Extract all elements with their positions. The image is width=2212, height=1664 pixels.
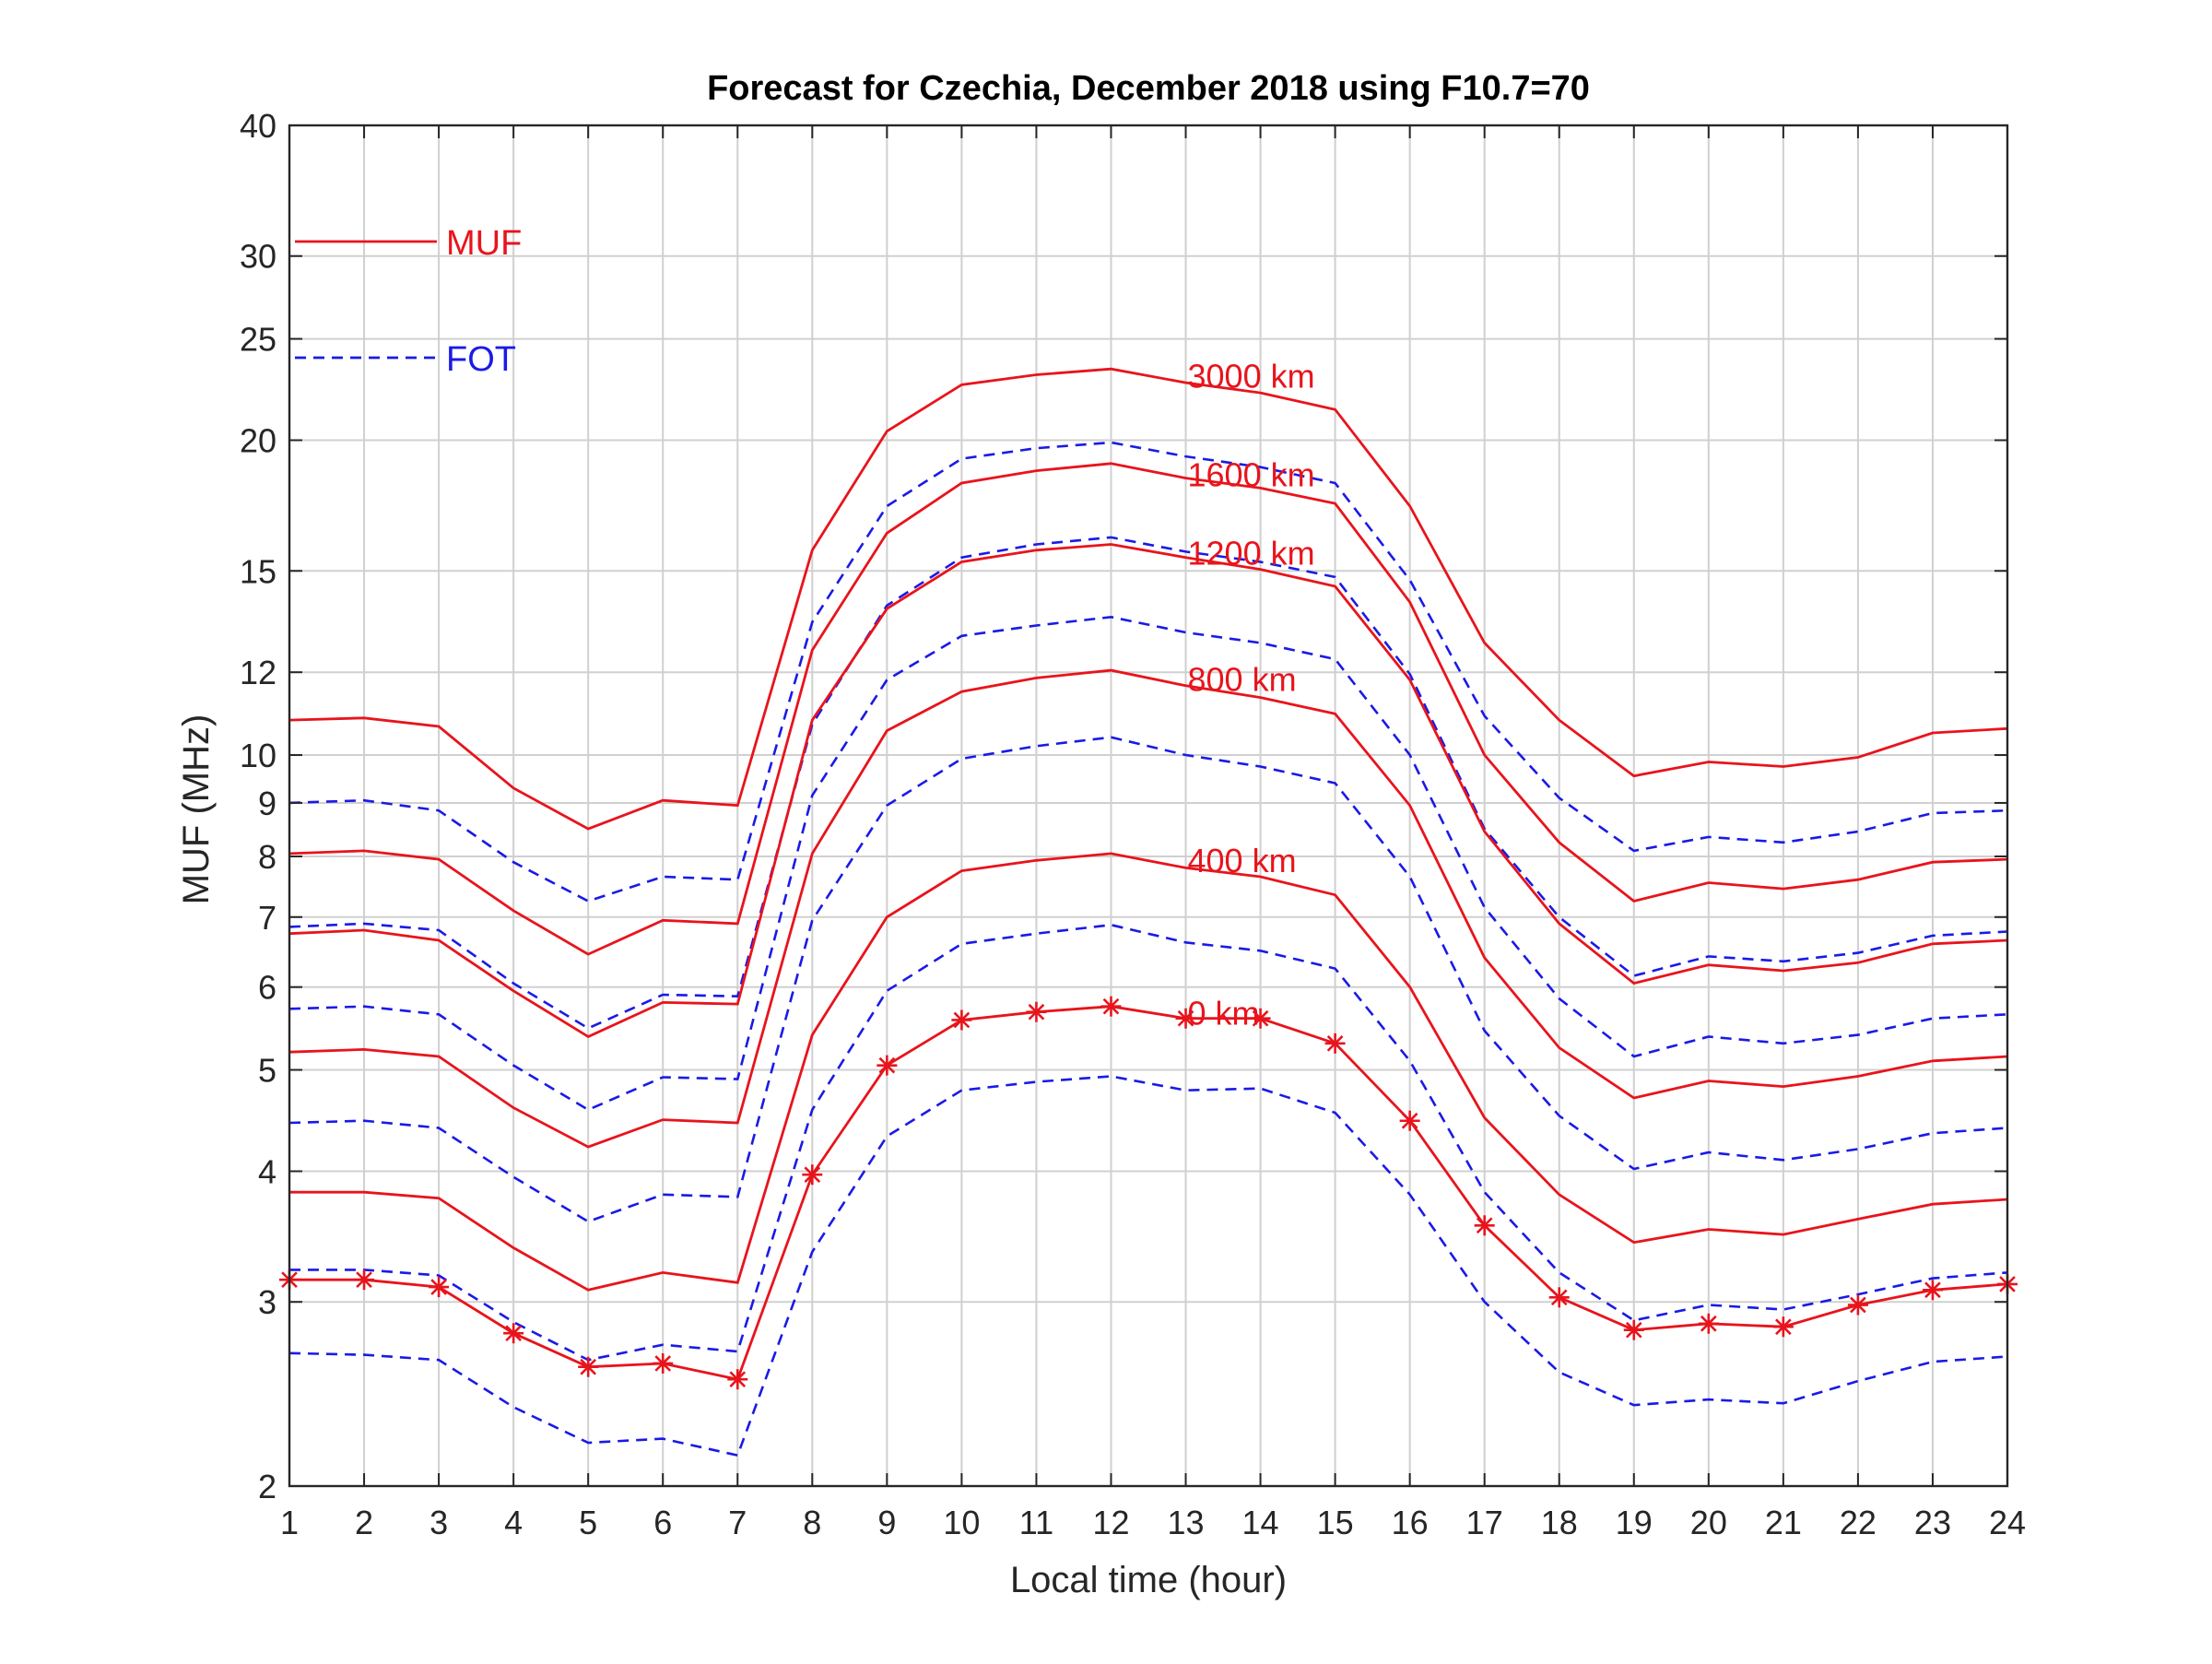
x-tick-label: 2	[355, 1504, 373, 1541]
y-tick-label: 7	[258, 899, 276, 937]
muf-0km-marker	[653, 1352, 674, 1374]
muf-line-800-km	[288, 668, 2008, 1149]
x-tick-label: 19	[1616, 1504, 1653, 1541]
fot-line-400-km	[289, 923, 2008, 1362]
x-tick-label: 14	[1242, 1504, 1279, 1541]
y-tick-label: 8	[258, 838, 276, 876]
x-tick-label: 4	[504, 1504, 523, 1541]
muf-0km-marker	[503, 1323, 524, 1344]
muf-line-3000-km	[288, 367, 2008, 831]
muf-0km-marker	[727, 1369, 748, 1390]
x-axis-label: Local time (hour)	[1010, 1560, 1287, 1600]
distance-annotation: 1600 km	[1188, 455, 1315, 493]
fot-line-3000-km	[288, 441, 2008, 903]
x-tick-label: 23	[1914, 1504, 1951, 1541]
x-tick-label: 20	[1690, 1504, 1727, 1541]
x-tick-label: 16	[1392, 1504, 1429, 1541]
y-tick-label: 10	[240, 737, 276, 774]
y-tick-label: 4	[258, 1152, 276, 1190]
fot-line-1600-km	[288, 536, 2008, 1030]
x-tick-label: 21	[1765, 1504, 1802, 1541]
x-tick-label: 10	[943, 1504, 980, 1541]
fot-line-1200-km	[288, 615, 2008, 1112]
x-tick-label: 5	[579, 1504, 597, 1541]
muf-0km-marker	[802, 1164, 823, 1186]
distance-annotation: 3000 km	[1188, 358, 1315, 395]
muf-0km-marker	[1772, 1316, 1794, 1338]
muf-0km-marker	[1548, 1287, 1570, 1308]
muf-line-1200-km	[288, 543, 2008, 1039]
muf-0km-marker	[1698, 1313, 1719, 1334]
y-tick-label: 2	[258, 1468, 276, 1505]
y-tick-label: 9	[258, 785, 276, 822]
y-tick-label: 15	[240, 552, 276, 590]
x-tick-label: 8	[803, 1504, 821, 1541]
x-tick-label: 1	[280, 1504, 299, 1541]
y-tick-label: 6	[258, 969, 276, 1007]
muf-line-1600-km	[288, 462, 2008, 956]
muf-0km-marker	[1175, 1008, 1196, 1029]
x-tick-label: 12	[1092, 1504, 1129, 1541]
distance-annotation: 800 km	[1188, 660, 1297, 698]
y-tick-label: 3	[258, 1283, 276, 1321]
x-tick-label: 22	[1840, 1504, 1877, 1541]
x-tick-label: 15	[1317, 1504, 1354, 1541]
y-tick-label: 20	[240, 422, 276, 460]
muf-0km-marker	[877, 1055, 898, 1076]
y-tick-label: 25	[240, 321, 276, 359]
muf-0km-marker	[1026, 1001, 1047, 1022]
y-axis-label: MUF (MHz)	[176, 714, 217, 905]
x-tick-label: 24	[1989, 1504, 2026, 1541]
series-lines	[279, 367, 2018, 1457]
x-tick-label: 6	[653, 1504, 672, 1541]
fot-line-800-km	[288, 736, 2008, 1223]
y-tick-label: 40	[240, 107, 276, 145]
muf-line-400-km	[289, 852, 2008, 1292]
chart-title: Forecast for Czechia, December 2018 usin…	[707, 69, 1590, 108]
x-tick-label: 13	[1167, 1504, 1204, 1541]
x-tick-label: 18	[1541, 1504, 1578, 1541]
x-tick-label: 17	[1466, 1504, 1503, 1541]
distance-annotations: 3000 km 1600 km 1200 km 800 km 400 km 0 km	[1188, 358, 1315, 1033]
y-tick-label: 30	[240, 238, 276, 276]
muf-0km-marker	[429, 1277, 450, 1298]
y-tick-label: 5	[258, 1052, 276, 1090]
distance-annotation: 400 km	[1188, 842, 1297, 879]
axes-box	[288, 124, 2009, 1488]
distance-annotation: 1200 km	[1188, 534, 1315, 572]
muf-0km-marker	[1399, 1110, 1420, 1131]
muf-line-0-km	[289, 1005, 2008, 1381]
x-tick-label: 7	[728, 1504, 747, 1541]
muf-0km-marker	[578, 1356, 599, 1377]
muf-0km-marker	[1100, 996, 1122, 1017]
muf-0km-marker	[1324, 1033, 1346, 1054]
muf-0km-marker	[1250, 1008, 1271, 1029]
x-tick-label: 3	[429, 1504, 448, 1541]
axes: 1 2 3 4 5 6 7 8 9 10 11 12 13 14 15 16 17 18 19 20 21 22 23 242…	[240, 107, 2026, 1541]
muf-0km-marker	[951, 1009, 972, 1031]
x-tick-label: 9	[877, 1504, 896, 1541]
muf-0km-marker	[1474, 1215, 1495, 1236]
distance-annotation: 0 km	[1188, 995, 1260, 1033]
muf-0km-marker	[354, 1269, 375, 1291]
legend-label-muf: MUF	[446, 224, 522, 263]
fot-line-0-km	[288, 1075, 2008, 1457]
legend: MUF FOT	[295, 224, 522, 379]
x-tick-label: 11	[1019, 1504, 1053, 1541]
muf-0km-marker	[1922, 1280, 1943, 1301]
muf-0km-marker	[1847, 1294, 1868, 1316]
muf-0km-marker	[1623, 1319, 1644, 1340]
y-tick-label: 12	[240, 654, 276, 691]
legend-label-fot: FOT	[446, 340, 516, 379]
